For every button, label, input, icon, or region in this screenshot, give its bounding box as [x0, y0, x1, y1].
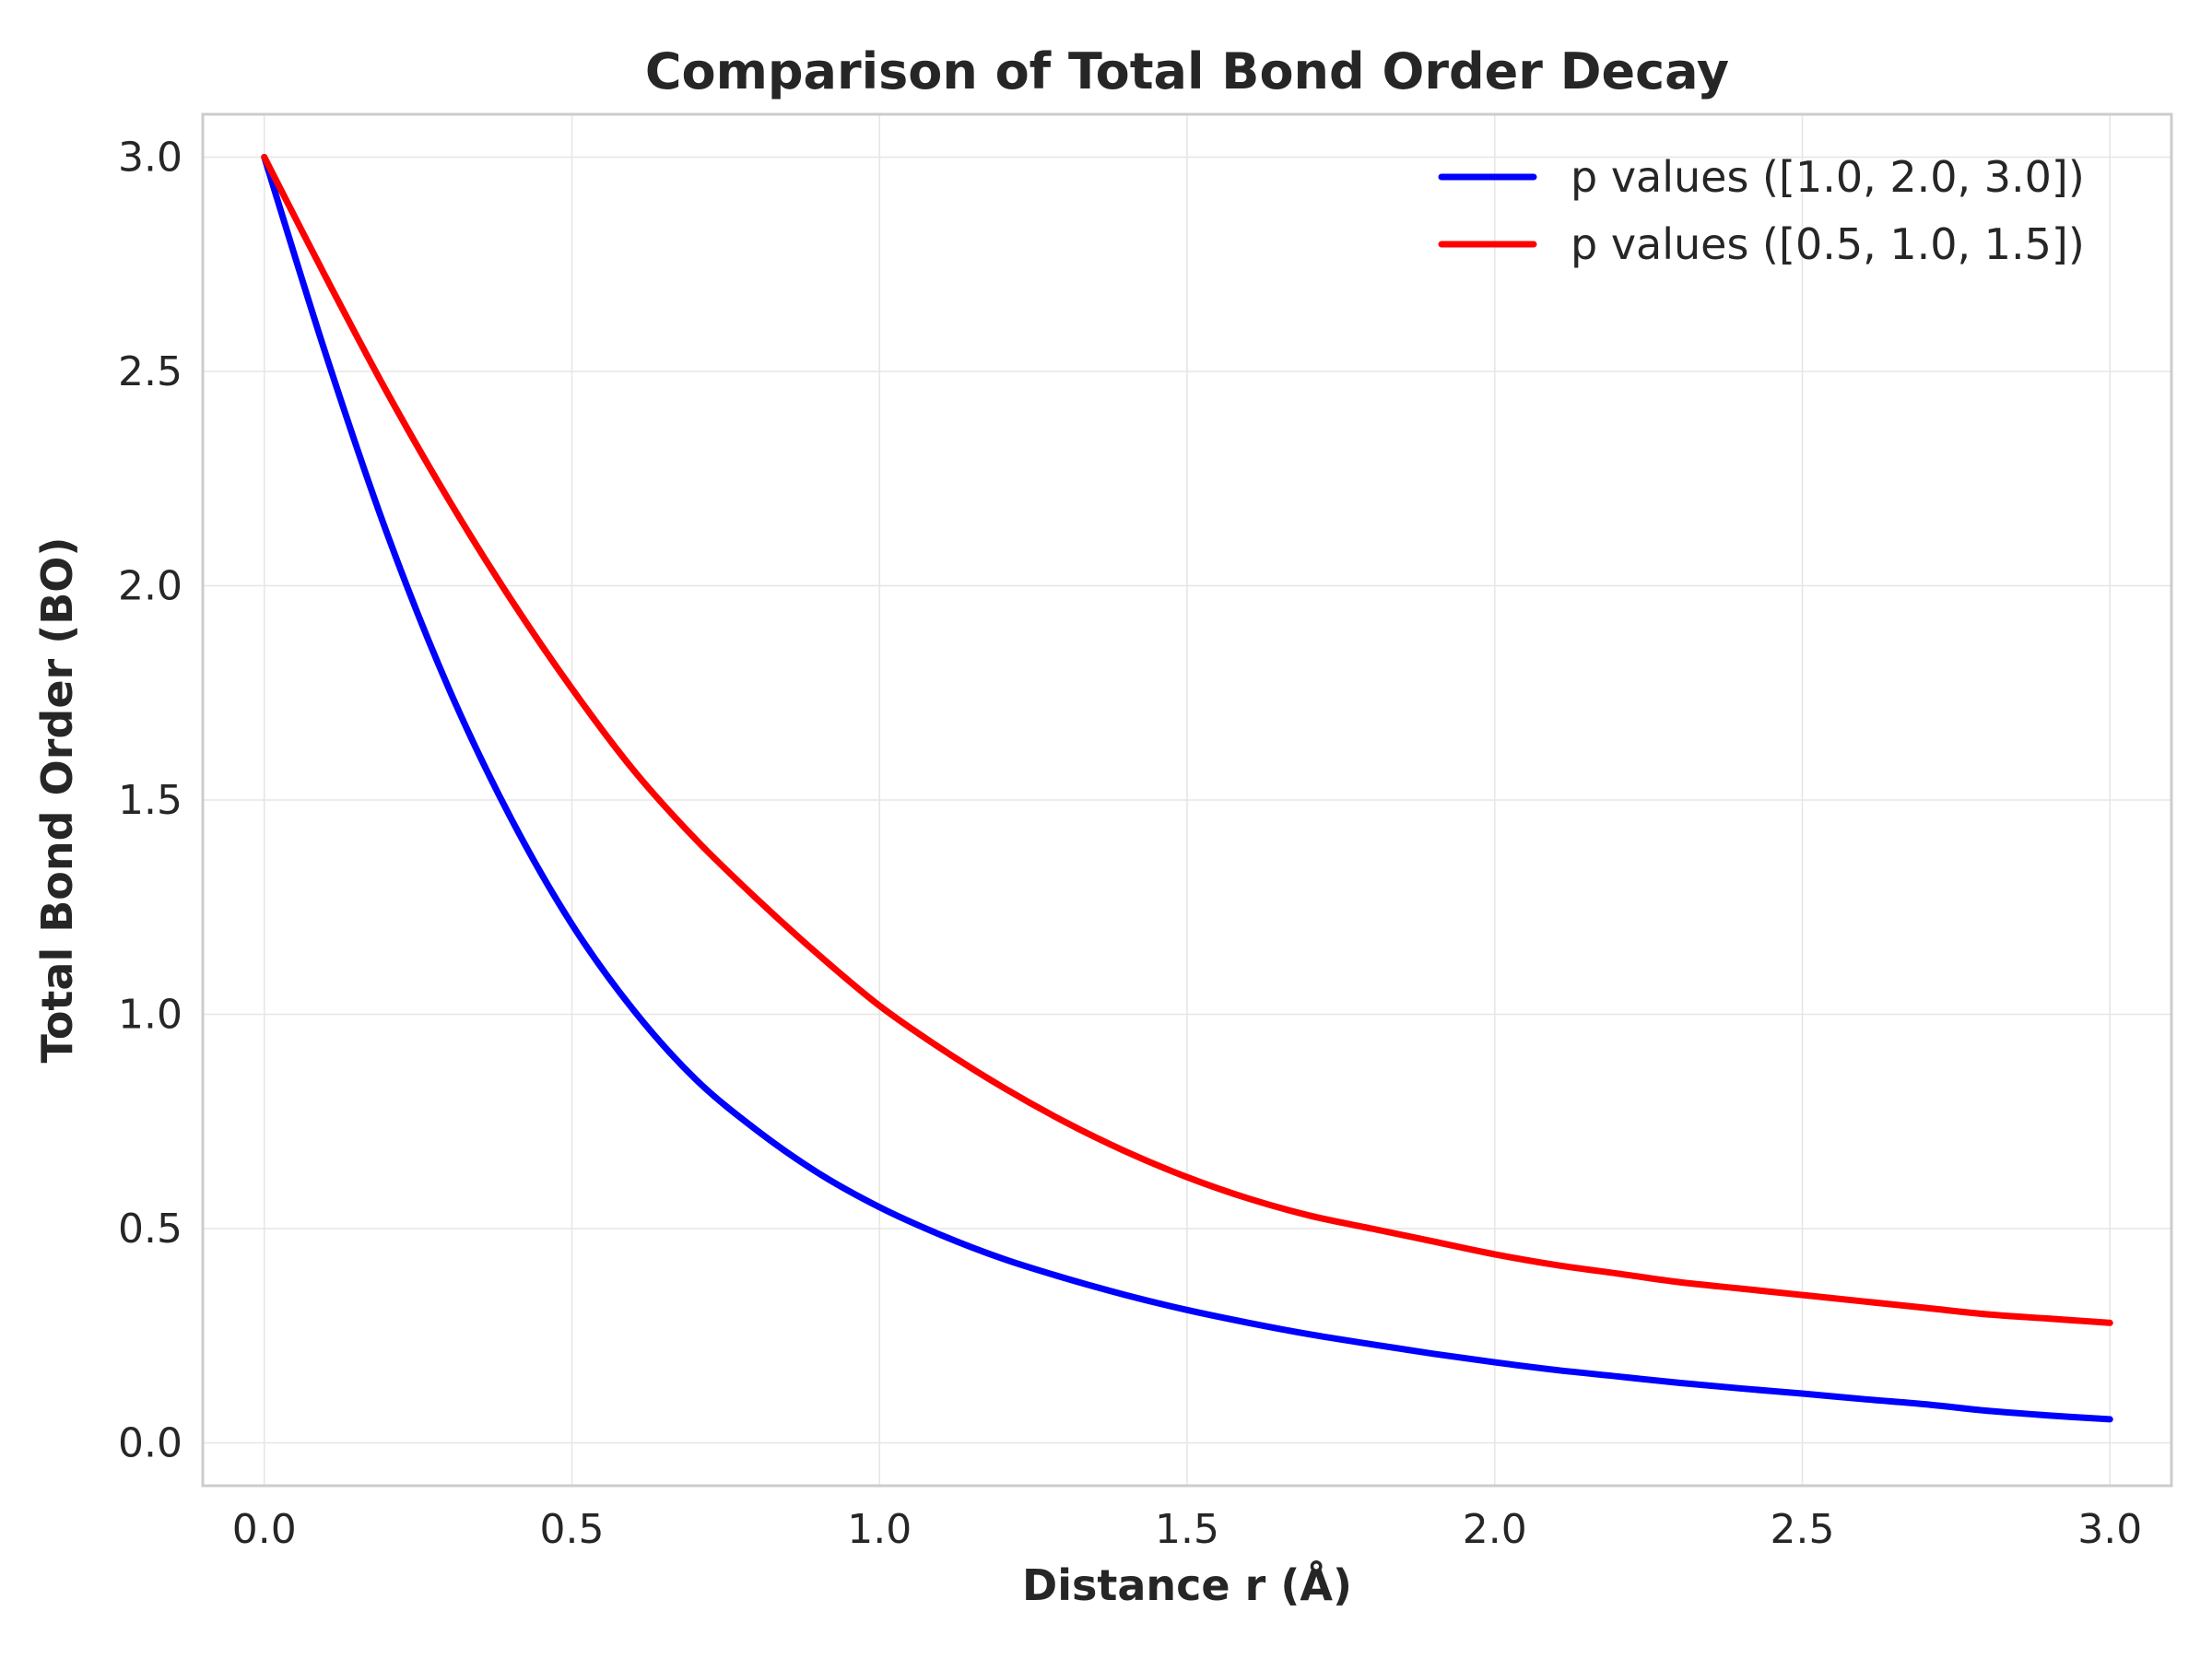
x-tick-label: 1.5	[1155, 1506, 1219, 1553]
x-tick-labels: 0.0 0.5 1.0 1.5 2.0 2.5 3.0	[232, 1506, 2142, 1553]
x-tick-label: 1.0	[847, 1506, 912, 1553]
y-tick-labels: 0.0 0.5 1.0 1.5 2.0 2.5 3.0	[118, 135, 182, 1467]
y-tick-label: 2.0	[118, 563, 182, 610]
legend-label-2: p values ([0.5, 1.0, 1.5])	[1571, 219, 2085, 269]
grid	[203, 114, 2171, 1486]
x-tick-label: 2.0	[1463, 1506, 1527, 1553]
y-tick-label: 0.5	[118, 1206, 182, 1253]
y-tick-label: 1.0	[118, 992, 182, 1039]
series-line-1	[261, 154, 2113, 1423]
series-line-2	[261, 154, 2113, 1326]
x-axis-label: Distance r (Å)	[1022, 1560, 1352, 1610]
y-tick-label: 0.0	[118, 1420, 182, 1467]
y-tick-label: 2.5	[118, 348, 182, 395]
y-axis-label: Total Bond Order (BO)	[32, 537, 82, 1064]
x-tick-label: 0.0	[232, 1506, 297, 1553]
legend-label-1: p values ([1.0, 2.0, 3.0])	[1571, 152, 2085, 202]
x-tick-label: 2.5	[1771, 1506, 1835, 1553]
y-tick-label: 1.5	[118, 777, 182, 824]
series-lines	[261, 154, 2113, 1423]
plot-frame	[201, 112, 2173, 1488]
legend: p values ([1.0, 2.0, 3.0]) p values ([0.5…	[1438, 152, 2085, 269]
chart-title: Comparison of Total Bond Order Decay	[645, 42, 1729, 100]
y-tick-label: 3.0	[118, 135, 182, 182]
x-tick-label: 3.0	[2077, 1506, 2142, 1553]
x-tick-label: 0.5	[540, 1506, 605, 1553]
